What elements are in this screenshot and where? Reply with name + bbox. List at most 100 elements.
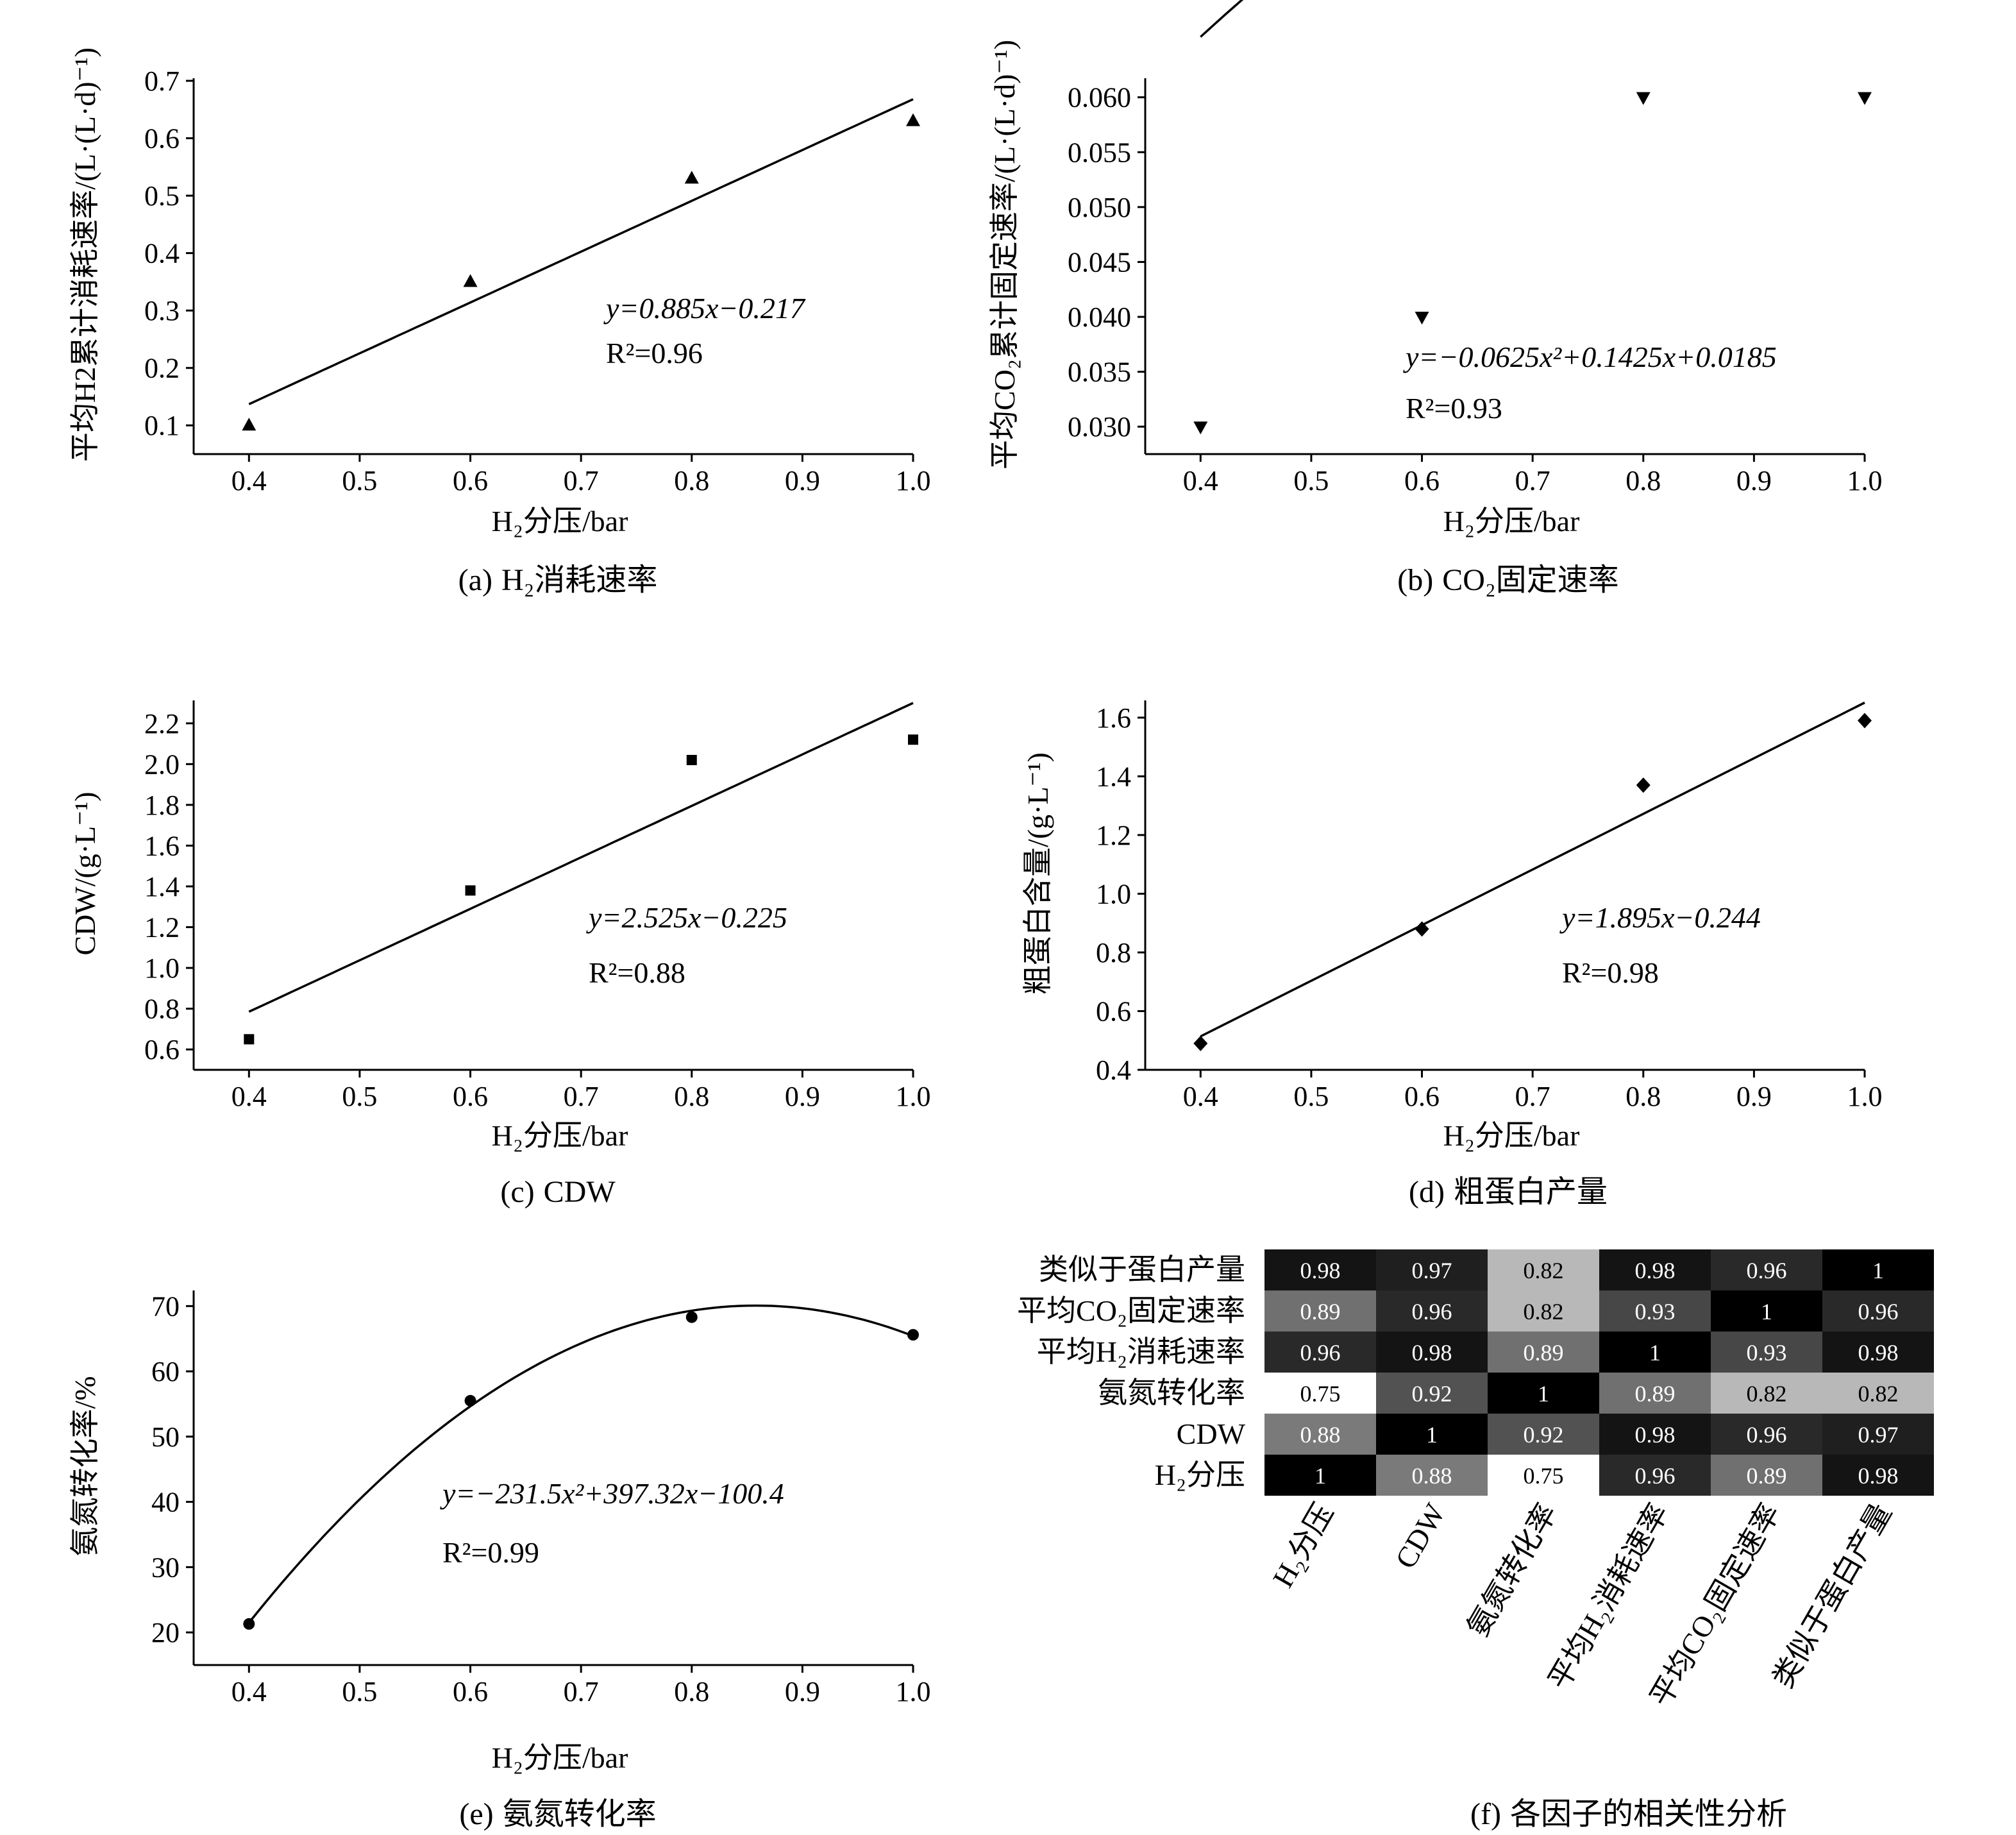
heatmap-cell <box>1376 1249 1488 1290</box>
x-axis-label: H₂分压/bar <box>492 505 628 537</box>
x-tick-label: 0.7 <box>564 465 599 496</box>
r-squared: R²=0.96 <box>606 337 703 369</box>
x-tick-label: 0.6 <box>1404 1081 1440 1112</box>
heatmap-col-label: 平均H₂消耗速率 <box>1542 1498 1675 1695</box>
data-point <box>1193 1035 1208 1051</box>
x-tick-label: 0.4 <box>1183 465 1218 496</box>
data-point <box>686 754 697 765</box>
x-tick-label: 1.0 <box>896 1676 931 1707</box>
panel-caption: (a) H₂消耗速率 <box>458 563 658 597</box>
y-tick-label: 0.7 <box>144 65 180 97</box>
y-tick-label: 0.1 <box>144 410 180 441</box>
x-tick-label: 0.8 <box>1625 1081 1661 1112</box>
heatmap-cell <box>1376 1332 1488 1373</box>
heatmap-cell-value: 0.89 <box>1300 1299 1341 1324</box>
y-tick-label: 0.5 <box>144 180 180 212</box>
caption-text: 粗蛋白产量 <box>1454 1175 1608 1209</box>
y-axis-label: 氨氮转化率/% <box>69 1376 101 1556</box>
heatmap-cell <box>1599 1414 1711 1455</box>
y-tick-label: 0.060 <box>1068 82 1131 114</box>
y-tick-label: 60 <box>151 1356 180 1387</box>
heatmap-cell <box>1599 1332 1711 1373</box>
x-tick-label: 1.0 <box>1847 1081 1883 1112</box>
heatmap-cell-value: 1 <box>1761 1299 1772 1324</box>
heatmap-cell-value: 0.75 <box>1300 1381 1341 1407</box>
heatmap-cell-value: 0.98 <box>1412 1340 1452 1366</box>
heatmap-cell <box>1599 1455 1711 1496</box>
caption-prefix: (c) <box>500 1175 534 1209</box>
heatmap-row-label: H₂分压 <box>1155 1459 1245 1491</box>
x-tick-label: 0.9 <box>785 465 820 496</box>
heatmap-cell <box>1711 1332 1822 1373</box>
x-tick-label: 0.6 <box>453 465 488 496</box>
x-tick-label: 0.9 <box>785 1676 820 1707</box>
heatmap-cell <box>1264 1332 1376 1373</box>
caption-text: CDW <box>544 1175 616 1209</box>
x-tick-label: 0.5 <box>342 465 377 496</box>
heatmap-cell <box>1376 1414 1488 1455</box>
heatmap-cell <box>1599 1373 1711 1414</box>
y-axis-label: 平均CO₂累计固定速率/(L·(L·d)⁻¹) <box>988 40 1021 469</box>
heatmap-cell-value: 0.96 <box>1412 1299 1452 1324</box>
y-tick-label: 0.4 <box>144 238 180 269</box>
caption-prefix: (f) <box>1470 1797 1501 1831</box>
heatmap-cell-value: 1 <box>1872 1258 1884 1283</box>
x-tick-label: 0.4 <box>231 465 267 496</box>
x-tick-label: 1.0 <box>896 465 931 496</box>
heatmap-cell-value: 0.82 <box>1524 1299 1564 1324</box>
heatmap-cell-value: 0.89 <box>1747 1463 1787 1489</box>
fit-line <box>248 702 914 1013</box>
x-tick-label: 0.4 <box>231 1081 267 1112</box>
y-tick-label: 0.6 <box>144 123 180 155</box>
r-squared: R²=0.98 <box>1562 956 1659 989</box>
y-tick-label: 1.2 <box>1096 820 1131 851</box>
panel-d: 0.4 0.5 0.6 0.7 0.8 0.9 1.0 0.4 0.6 0.8 1.0 1.2 1.4 1… <box>1021 700 1883 1209</box>
x-tick-label: 0.7 <box>1515 465 1550 496</box>
data-point <box>244 1034 255 1045</box>
heatmap-row-label: 平均CO₂固定速率 <box>1017 1294 1245 1327</box>
fit-equation: y=0.885x−0.217 <box>603 292 806 325</box>
y-axis-label: 粗蛋白含量/(g·L⁻¹) <box>1021 752 1054 995</box>
heatmap-cell <box>1376 1373 1488 1414</box>
heatmap-cell-value: 0.98 <box>1858 1340 1899 1366</box>
y-tick-label: 0.035 <box>1068 357 1131 388</box>
y-tick-label: 1.6 <box>144 830 180 861</box>
heatmap-cell-value: 0.89 <box>1635 1381 1676 1407</box>
y-tick-label: 0.2 <box>144 353 180 384</box>
x-tick-label: 0.8 <box>674 1676 709 1707</box>
heatmap-cell <box>1711 1455 1822 1496</box>
heatmap-cell-value: 0.96 <box>1747 1258 1787 1283</box>
y-tick-label: 1.0 <box>1096 878 1131 909</box>
data-point <box>1415 921 1429 937</box>
heatmap-cell-value: 0.97 <box>1412 1258 1452 1283</box>
fit-line <box>1200 701 1865 1038</box>
heatmap-cell <box>1711 1290 1822 1332</box>
y-tick-label: 1.8 <box>144 790 180 821</box>
r-squared: R²=0.99 <box>442 1536 539 1569</box>
heatmap-col-label: CDW <box>1389 1498 1452 1574</box>
heatmap-cell <box>1264 1373 1376 1414</box>
heatmap-cell <box>1822 1373 1934 1414</box>
y-tick-label: 1.6 <box>1096 702 1131 734</box>
caption-prefix: (e) <box>459 1797 493 1831</box>
data-point <box>1636 777 1651 793</box>
fit-line <box>1200 0 1244 38</box>
heatmap-cell <box>1822 1290 1934 1332</box>
data-point <box>242 418 256 431</box>
data-point <box>1636 92 1651 105</box>
heatmap-cell-value: 1 <box>1315 1463 1326 1489</box>
heatmap-cell-value: 0.96 <box>1300 1340 1341 1366</box>
x-tick-label: 0.7 <box>1515 1081 1550 1112</box>
data-point <box>906 113 920 126</box>
y-tick-label: 1.0 <box>144 952 180 984</box>
y-tick-label: 40 <box>151 1487 180 1518</box>
heatmap-row-label: 平均H₂消耗速率 <box>1037 1335 1245 1368</box>
heatmap-cell-value: 0.96 <box>1858 1299 1899 1324</box>
heatmap-cell <box>1599 1249 1711 1290</box>
panel-e: 0.4 0.5 0.6 0.7 0.8 0.9 1.0 20 30 40 50 60 70 y=−231.… <box>69 1290 931 1831</box>
heatmap-cell <box>1264 1455 1376 1496</box>
y-tick-label: 70 <box>151 1290 180 1322</box>
panel-a: 0.4 0.5 0.6 0.7 0.8 0.9 1.0 0.1 0.2 0.3 0.4 0.5 0.6 0… <box>69 47 931 597</box>
heatmap-cell <box>1488 1455 1599 1496</box>
x-tick-label: 0.8 <box>674 465 709 496</box>
